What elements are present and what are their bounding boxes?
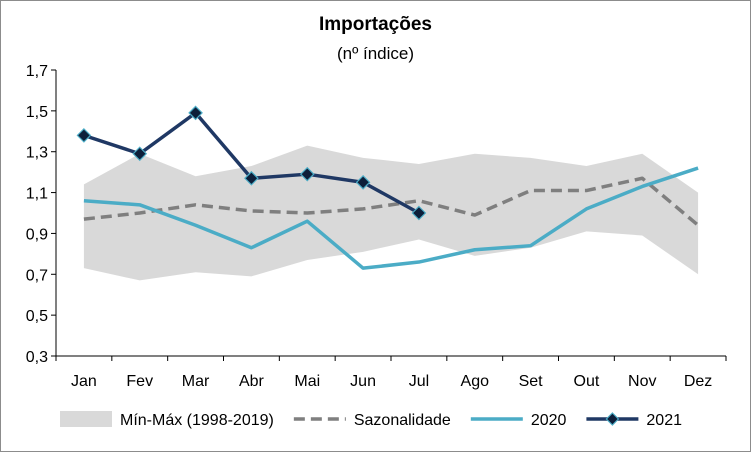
legend-marker-2021 [605,412,620,426]
legend-label-2020: 2020 [531,412,567,429]
series-line-sazonalidade [83,176,700,227]
chart-title: Importações [319,14,432,35]
x-tick-label: Dez [684,373,712,390]
x-tick-label: Mai [294,373,320,390]
data-point-marker-2021 [355,175,371,190]
legend-swatch-min-max [60,411,112,427]
axes-layer: 0,3 0,5 0,7 0,9 1,1 1,3 1,5 1,7 Jan Fev Mar Abr Mai J… [26,63,727,390]
y-tick-label: 1,1 [26,186,48,203]
legend-label-2021: 2021 [646,412,682,429]
y-tick-label: 1,3 [26,145,48,162]
y-tick-label: 0,5 [26,308,48,325]
x-tick-label: Set [519,373,544,390]
data-point-marker-2021 [299,166,315,182]
y-tick-label: 0,3 [26,349,48,366]
min-max-band [83,145,699,281]
y-tick-label: 1,7 [26,63,48,80]
x-tick-label: Out [574,373,600,390]
legend-label-min-max: Mín-Máx (1998-2019) [120,412,274,429]
x-tick-label: Mar [182,373,210,390]
x-tick-label: Abr [239,373,265,390]
x-tick-label: Jun [350,373,376,390]
x-tick-label: Jan [71,373,97,390]
data-point-marker-2021 [188,105,203,121]
legend-label-sazonalidade: Sazonalidade [354,412,451,429]
data-point-marker-2021 [132,146,148,162]
x-tick-label: Fev [126,373,153,390]
y-tick-label: 0,9 [26,226,48,243]
min-max-band-layer [83,145,699,281]
series-line-2020 [83,166,699,270]
data-point-marker-2021 [244,170,259,186]
data-point-marker-2021 [76,128,92,143]
x-tick-label: Jul [409,373,429,390]
chart-subtitle: (nº índice) [336,44,415,63]
series-layer [76,105,700,270]
legend: Mín-Máx (1998-2019) Sazonalidade 2020 2021 [60,411,682,429]
y-tick-label: 0,7 [26,267,48,284]
y-tick-label: 1,5 [26,104,48,121]
x-tick-label: Nov [628,373,656,390]
data-point-marker-2021 [411,205,427,221]
x-tick-label: Ago [461,373,490,390]
